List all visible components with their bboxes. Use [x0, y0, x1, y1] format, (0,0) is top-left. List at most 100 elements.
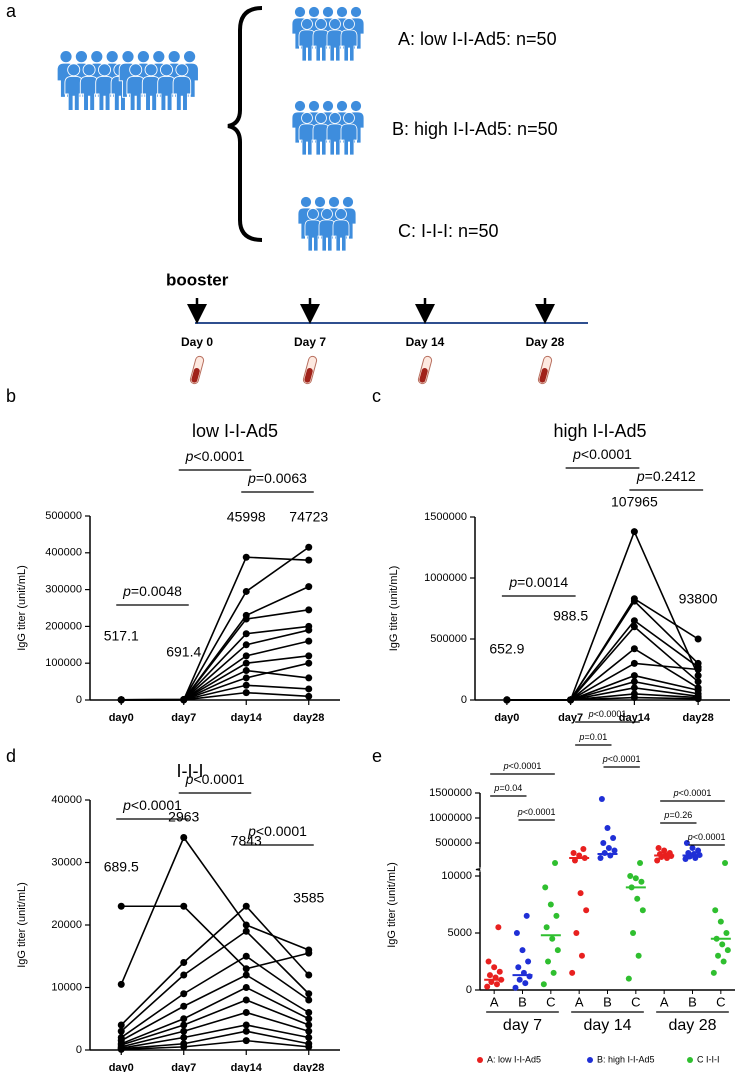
subject-point — [694, 635, 702, 643]
data-point — [569, 969, 576, 976]
subject-line — [121, 691, 309, 701]
x-tick-label: A — [490, 994, 499, 1009]
data-point — [639, 907, 646, 914]
y-tick-label: 30000 — [51, 856, 82, 868]
x-tick-label: day28 — [293, 712, 324, 724]
subject-line — [121, 609, 309, 701]
data-point — [661, 847, 668, 854]
p-value: p=0.0048 — [122, 583, 182, 599]
x-tick-label: day28 — [683, 712, 714, 724]
data-point — [710, 969, 717, 976]
p-value: p=0.01 — [578, 732, 607, 742]
subject-point — [305, 1009, 313, 1016]
subject-line — [121, 1039, 309, 1051]
data-point — [638, 878, 645, 885]
mean-label: 2963 — [168, 809, 199, 825]
mean-label: 691.4 — [166, 644, 201, 660]
subject-point — [180, 1034, 188, 1041]
subject-point — [180, 902, 188, 910]
data-point — [605, 845, 612, 851]
data-point — [604, 825, 611, 831]
subject-point — [305, 606, 313, 614]
y-tick-label: 400000 — [45, 547, 82, 559]
subject-point — [305, 996, 313, 1004]
subject-point — [305, 543, 313, 551]
chart-title: low I-I-Ad5 — [192, 421, 278, 441]
subject-line — [121, 1011, 309, 1048]
y-axis-label: IgG titer (unit/mL) — [386, 862, 398, 948]
data-point — [597, 855, 604, 861]
subject-point — [630, 672, 638, 680]
subject-point — [630, 645, 638, 653]
data-point — [484, 983, 491, 990]
x-tick-label: B — [688, 994, 697, 1009]
data-point — [495, 924, 502, 931]
subject-point — [630, 684, 638, 692]
y-tick-label: 1000000 — [424, 572, 467, 584]
data-point — [689, 845, 696, 851]
data-point — [549, 935, 556, 942]
data-point — [630, 930, 637, 936]
mean-label: 517.1 — [104, 628, 139, 644]
data-point — [600, 840, 607, 846]
subject-point — [503, 696, 511, 704]
data-point — [553, 912, 560, 919]
subject-point — [305, 1015, 313, 1023]
subject-point — [242, 652, 250, 660]
p-value: p<0.0001 — [185, 448, 245, 464]
p-value: p=0.26 — [663, 810, 692, 820]
subject-point — [180, 1021, 188, 1029]
subject-point — [305, 1043, 313, 1051]
timeline-label: Day 14 — [406, 335, 445, 349]
p-value: p<0.0001 — [122, 797, 182, 813]
subject-line — [121, 999, 310, 1046]
group-label: day 14 — [583, 1017, 631, 1034]
subject-point — [694, 666, 702, 673]
y-tick-label: 500000 — [435, 837, 472, 849]
subject-point — [242, 681, 250, 689]
booster-label: booster — [166, 270, 229, 289]
subject-point — [242, 902, 250, 910]
p-value: p<0.0001 — [602, 754, 641, 764]
subject-point — [242, 1021, 250, 1029]
chart-title: high I-I-Ad5 — [553, 421, 646, 441]
panel-letter: b — [6, 386, 16, 406]
p-value: p<0.0001 — [673, 788, 712, 798]
data-point — [523, 912, 530, 919]
legend-label: C I-I-I — [697, 1054, 720, 1064]
subject-point — [630, 623, 638, 631]
data-point — [722, 860, 729, 866]
subject-point — [305, 692, 313, 700]
tube-blood — [191, 367, 200, 383]
subject-point — [305, 946, 313, 954]
data-point — [519, 947, 526, 954]
data-point — [516, 976, 523, 983]
data-point — [580, 846, 587, 852]
subject-point — [242, 1027, 250, 1035]
subject-point — [567, 696, 575, 704]
person-icon — [126, 63, 145, 111]
subject-point — [180, 834, 188, 841]
y-tick-label: 300000 — [45, 584, 82, 596]
subject-point — [180, 1002, 188, 1010]
x-tick-label: day0 — [109, 1062, 134, 1072]
p-value: p<0.0001 — [503, 761, 542, 771]
group-label: C: I-I-I: n=50 — [398, 221, 499, 241]
mean-label: 74723 — [289, 509, 328, 525]
subject-line — [506, 696, 699, 701]
x-tick-label: day0 — [494, 712, 519, 724]
group-label: day 28 — [668, 1017, 716, 1034]
data-point — [635, 952, 642, 959]
data-point — [486, 972, 493, 979]
panel-letter: d — [6, 746, 16, 766]
x-tick-label: day7 — [171, 712, 196, 724]
subject-line — [120, 930, 310, 1032]
subject-point — [242, 996, 250, 1004]
data-point — [570, 850, 577, 856]
p-value: p<0.0001 — [572, 446, 632, 462]
x-tick-label: day14 — [231, 712, 263, 724]
subject-point — [242, 1009, 250, 1016]
x-tick-label: B — [603, 994, 612, 1009]
subject-point — [630, 678, 638, 686]
